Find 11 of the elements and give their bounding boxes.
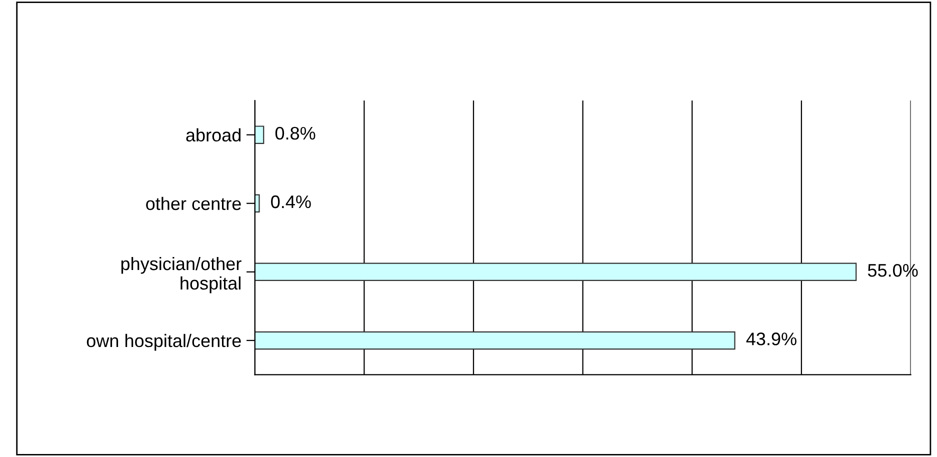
data-label: 0.4% [271,195,311,208]
data-label: 0.8% [275,126,316,140]
bar [254,262,857,282]
bar [254,126,264,144]
bar [254,331,736,350]
y-tick-label: other centre [146,196,241,210]
y-tick-label: physician/other hospital [121,256,242,294]
bar [254,194,260,212]
y-tick-label: abroad [186,128,241,142]
data-label: 43.9% [746,332,796,346]
y-tick-label: own hospital/centre [86,334,241,351]
